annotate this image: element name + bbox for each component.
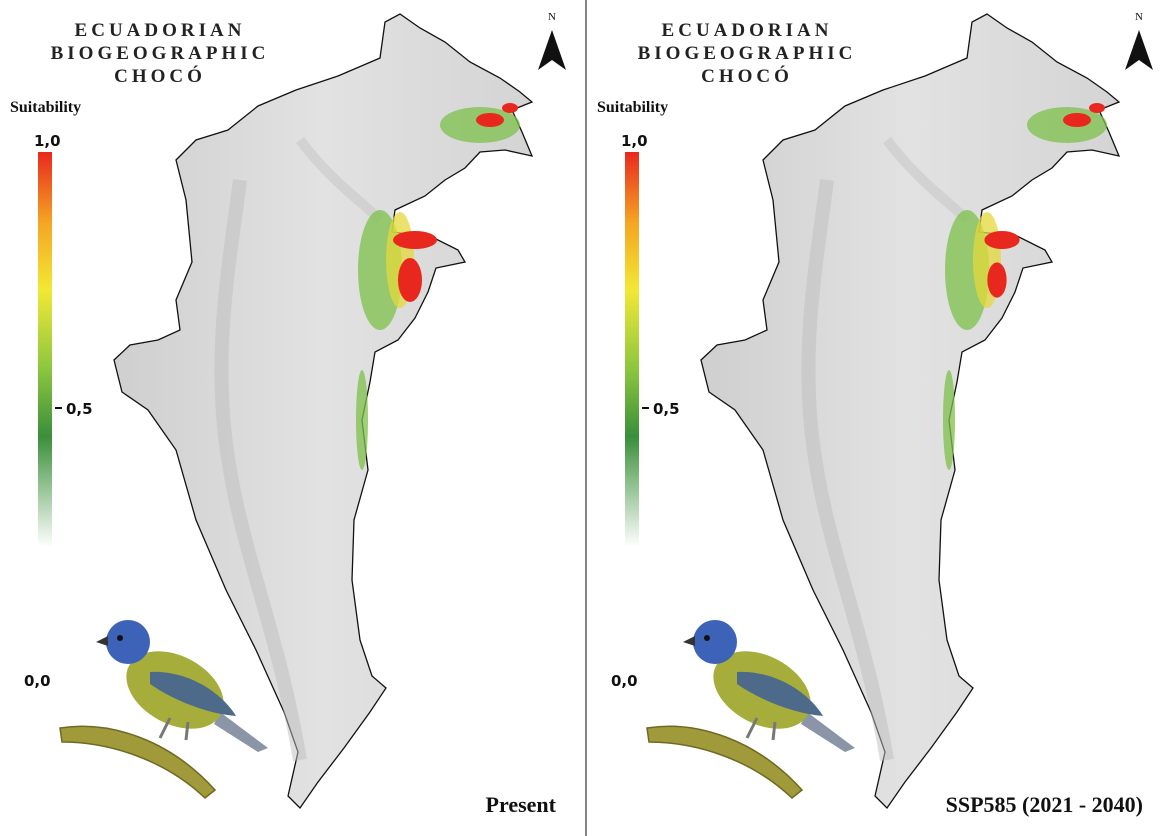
suitability-patch <box>356 370 368 470</box>
legend-label: 1,0 <box>34 132 61 150</box>
high-suitability-patch <box>987 262 1006 297</box>
map-title: CHOCÓ <box>114 65 206 87</box>
legend-title: Suitability <box>10 99 81 116</box>
bird-head <box>106 620 150 664</box>
scenario-label: Present <box>486 792 557 817</box>
high-suitability-patch <box>1089 103 1105 113</box>
map-title: BIOGEOGRAPHIC <box>638 43 857 64</box>
bird-head <box>693 620 737 664</box>
scenario-label: SSP585 (2021 - 2040) <box>946 792 1143 817</box>
map-title: ECUADORIAN <box>662 20 833 41</box>
high-suitability-patch <box>502 103 518 113</box>
high-suitability-patch <box>1063 113 1091 127</box>
bird-eye <box>704 635 710 641</box>
legend-title: Suitability <box>597 99 668 116</box>
legend-label: 1,0 <box>621 132 648 150</box>
map-title: ECUADORIAN <box>75 20 246 41</box>
high-suitability-patch <box>393 231 437 249</box>
north-label: N <box>548 11 556 23</box>
figure: ECUADORIANBIOGEOGRAPHICCHOCÓNSuitability… <box>0 0 1171 836</box>
legend-gradient <box>38 152 52 547</box>
high-suitability-patch <box>398 258 422 302</box>
high-suitability-patch <box>476 113 504 127</box>
map-title: BIOGEOGRAPHIC <box>51 43 270 64</box>
legend-label: 0,0 <box>611 672 638 690</box>
bird-eye <box>117 635 123 641</box>
legend-gradient <box>625 152 639 547</box>
legend-label: 0,0 <box>24 672 51 690</box>
north-label: N <box>1135 11 1143 23</box>
map-title: CHOCÓ <box>701 65 793 87</box>
legend-label: 0,5 <box>653 400 680 418</box>
high-suitability-patch <box>984 231 1019 249</box>
legend-label: 0,5 <box>66 400 93 418</box>
suitability-patch <box>943 370 955 470</box>
